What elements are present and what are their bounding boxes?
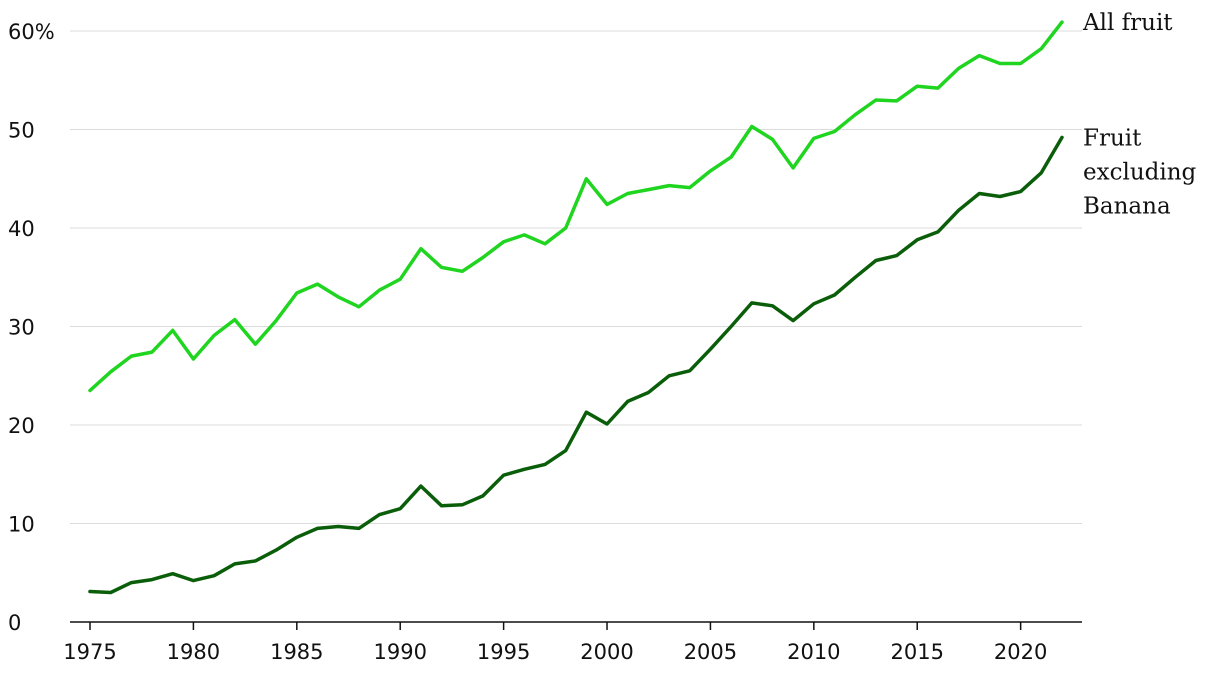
series-label-line: excluding [1083,159,1197,185]
y-tick-label: 0 [8,611,21,635]
x-tick-label: 1995 [477,640,530,664]
y-axis-tick-labels: 0 10 20 30 40 50 60% [8,20,55,635]
series-label-line: Banana [1083,193,1171,219]
y-tick-label: 10 [8,513,35,537]
y-tick-label: 50 [8,119,35,143]
x-tick-label: 1980 [167,640,220,664]
series-lines [88,20,1064,595]
y-tick-label: 60% [8,20,55,44]
series-line-all-fruit [88,20,1064,393]
x-tick-label: 2000 [580,640,633,664]
gridlines [70,30,1082,524]
x-axis-ticks: 1975 1980 1985 1990 1995 2000 2005 2010 2015 2020 [63,622,1047,664]
x-tick-label: 2020 [994,640,1047,664]
y-tick-label: 40 [8,217,35,241]
series-label: Fruit excluding Banana [1083,125,1197,219]
series-label-line: Fruit [1083,125,1142,151]
x-tick-label: 1985 [270,640,323,664]
series-labels: All fruit Fruit excluding Banana [1082,10,1197,219]
y-tick-label: 30 [8,316,35,340]
x-tick-label: 2015 [891,640,944,664]
x-tick-label: 2005 [684,640,737,664]
x-tick-label: 1975 [63,640,116,664]
series-label: All fruit [1082,10,1173,36]
x-tick-label: 1990 [373,640,426,664]
y-tick-label: 20 [8,414,35,438]
series-line-fruit-excluding-banana [88,135,1064,595]
x-tick-label: 2010 [787,640,840,664]
